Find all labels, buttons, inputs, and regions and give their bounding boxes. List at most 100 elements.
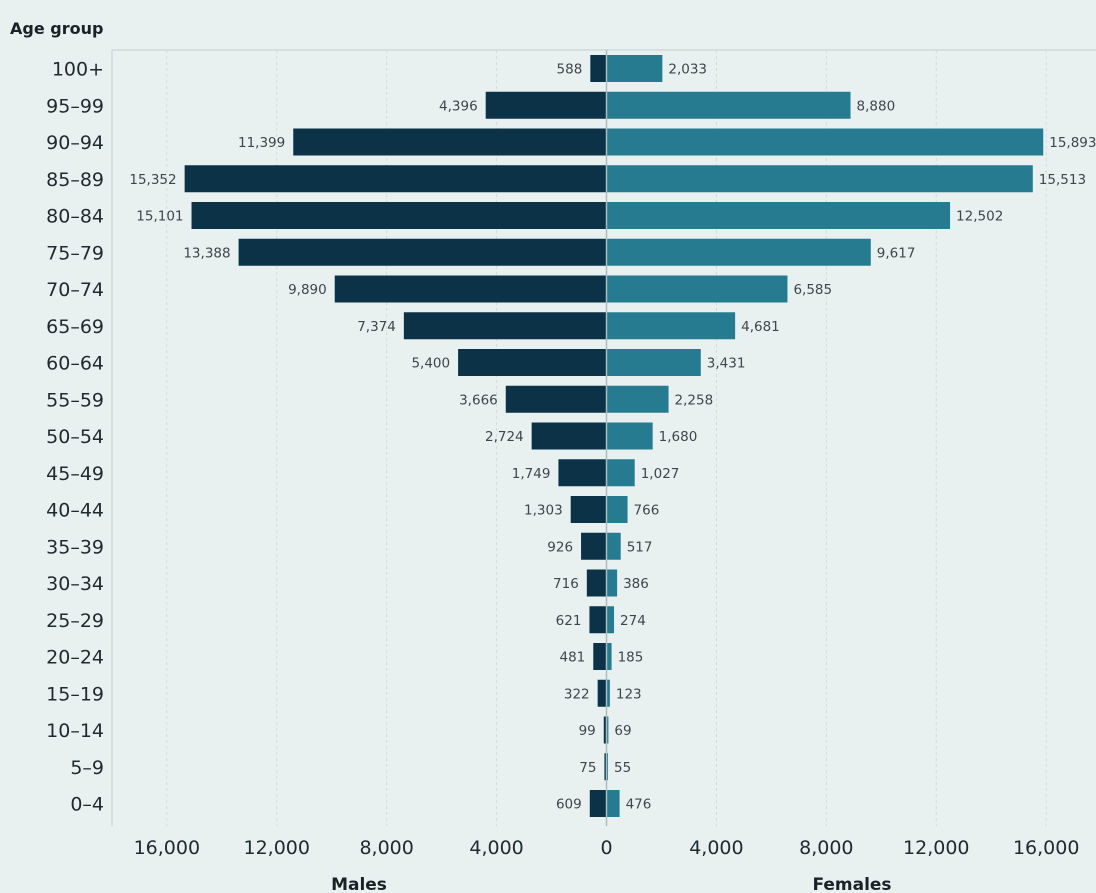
- bar-females: [606, 238, 871, 266]
- bar-males: [604, 753, 607, 781]
- bar-females: [606, 679, 610, 707]
- bar-females: [606, 643, 612, 670]
- data-label-females: 123: [616, 686, 642, 702]
- data-label-males: 716: [553, 576, 579, 592]
- bar-females: [606, 459, 635, 487]
- bar-females: [606, 569, 618, 597]
- x-tick-label: 16,000: [134, 837, 200, 859]
- grid-layer: [111, 49, 1096, 826]
- data-label-females: 9,617: [877, 245, 916, 261]
- bar-males: [184, 165, 607, 193]
- data-label-females: 185: [618, 650, 644, 666]
- bar-males: [558, 459, 607, 487]
- bar-females: [606, 55, 663, 82]
- x-tick-label: 8,000: [359, 837, 413, 859]
- x-tick-label: 16,000: [1013, 837, 1079, 859]
- age-group-label: 45–49: [46, 463, 104, 485]
- bar-males: [581, 532, 607, 560]
- age-group-label: 15–19: [46, 683, 104, 705]
- data-label-males: 2,724: [485, 429, 524, 445]
- data-label-males: 481: [560, 650, 586, 666]
- data-label-males: 926: [547, 539, 573, 555]
- data-label-males: 5,400: [411, 356, 450, 372]
- age-group-label: 5–9: [70, 757, 104, 779]
- bar-females: [606, 606, 615, 634]
- data-label-females: 12,502: [956, 209, 1003, 225]
- bar-males: [458, 349, 607, 376]
- bar-males: [589, 606, 607, 634]
- data-label-males: 13,388: [183, 245, 230, 261]
- bar-females: [606, 312, 736, 340]
- data-label-males: 1,303: [524, 503, 563, 519]
- age-group-label: 40–44: [46, 500, 104, 522]
- data-label-females: 8,880: [857, 98, 896, 114]
- age-group-label: 75–79: [46, 242, 104, 264]
- data-label-males: 609: [556, 797, 582, 813]
- x-tick-label: 0: [600, 837, 612, 859]
- age-group-label: 90–94: [46, 132, 104, 154]
- age-group-label: 25–29: [46, 610, 104, 632]
- bar-males: [586, 569, 607, 597]
- bar-males: [191, 202, 607, 229]
- age-group-label: 65–69: [46, 316, 104, 338]
- bar-males: [590, 55, 607, 82]
- data-label-females: 69: [614, 723, 631, 739]
- bar-males: [485, 91, 607, 119]
- bar-females: [606, 753, 609, 781]
- bar-females: [606, 349, 701, 376]
- labels-layer: 588 2,033 4,396 8,880 11,399 15,893 15,352 15,5…: [129, 62, 1096, 813]
- age-group-label: 80–84: [46, 206, 104, 228]
- bar-females: [606, 422, 653, 450]
- bar-males: [603, 716, 607, 744]
- data-label-males: 1,749: [512, 466, 551, 482]
- bar-females: [606, 91, 851, 119]
- data-label-females: 3,431: [707, 356, 746, 372]
- bar-males: [403, 312, 607, 340]
- data-label-females: 15,893: [1049, 135, 1096, 151]
- bar-males: [589, 790, 607, 817]
- x-tick-label: 12,000: [903, 837, 969, 859]
- age-group-label: 0–4: [70, 794, 104, 816]
- bar-females: [606, 385, 669, 413]
- bar-females: [606, 202, 951, 229]
- x-tick-label: 4,000: [469, 837, 523, 859]
- data-label-males: 588: [557, 62, 583, 78]
- data-label-females: 274: [620, 613, 646, 629]
- age-group-label: 30–34: [46, 573, 104, 595]
- age-group-label: 20–24: [46, 647, 104, 669]
- data-label-females: 2,033: [668, 62, 707, 78]
- data-label-males: 15,352: [129, 172, 176, 188]
- data-label-females: 386: [623, 576, 649, 592]
- age-group-label: 10–14: [46, 720, 104, 742]
- data-label-females: 766: [634, 503, 660, 519]
- age-group-label: 70–74: [46, 279, 104, 301]
- data-label-females: 4,681: [741, 319, 780, 335]
- bar-females: [606, 165, 1033, 193]
- bar-females: [606, 496, 628, 523]
- bar-females: [606, 716, 609, 744]
- bar-males: [531, 422, 607, 450]
- bars-layer: [184, 55, 1044, 817]
- bar-males: [593, 643, 607, 670]
- age-group-label: 35–39: [46, 536, 104, 558]
- bar-females: [606, 790, 620, 817]
- bar-males: [293, 128, 607, 156]
- data-label-males: 9,890: [288, 282, 327, 298]
- bar-females: [606, 532, 621, 560]
- bar-males: [238, 238, 607, 266]
- data-label-males: 322: [564, 686, 590, 702]
- data-label-females: 517: [627, 539, 653, 555]
- data-label-females: 15,513: [1039, 172, 1086, 188]
- age-group-label: 55–59: [46, 389, 104, 411]
- data-label-males: 3,666: [459, 392, 498, 408]
- data-label-females: 1,027: [641, 466, 680, 482]
- data-label-males: 4,396: [439, 98, 478, 114]
- axis-layer: 16,000 12,000 8,000 4,000 0 4,000 8,000 12,000 1…: [46, 50, 1079, 893]
- x-axis-title-males: Males: [331, 875, 387, 893]
- x-tick-label: 4,000: [689, 837, 743, 859]
- data-label-males: 75: [579, 760, 596, 776]
- age-group-label: 50–54: [46, 426, 104, 448]
- bar-males: [505, 385, 607, 413]
